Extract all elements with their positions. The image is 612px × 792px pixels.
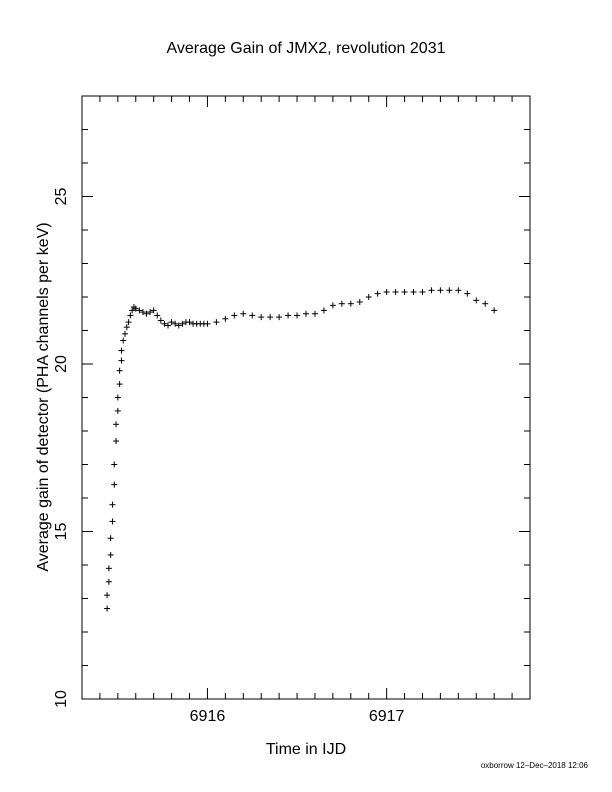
data-point (111, 461, 118, 468)
y-tick-label: 10 (53, 690, 70, 708)
x-axis-label: Time in IJD (266, 741, 346, 758)
data-point (455, 287, 462, 294)
data-point (222, 315, 229, 322)
data-point (127, 312, 134, 319)
data-point (114, 394, 121, 401)
data-point (365, 294, 372, 300)
data-point (213, 319, 220, 326)
data-point (258, 314, 265, 321)
data-point (143, 310, 150, 317)
data-point (320, 307, 327, 314)
data-point (111, 481, 118, 488)
data-point (147, 309, 154, 316)
data-point (491, 307, 498, 314)
data-point (116, 367, 123, 374)
data-point (172, 320, 179, 327)
data-point (122, 330, 129, 337)
data-point (104, 592, 111, 599)
plot-frame (81, 95, 531, 700)
data-point (401, 288, 408, 295)
axis-ticks (81, 95, 531, 700)
data-point (347, 300, 354, 307)
data-point (338, 300, 345, 307)
data-point (482, 300, 489, 307)
y-tick-label: 20 (53, 355, 70, 373)
data-point (113, 421, 120, 428)
data-point (179, 320, 186, 327)
data-point (294, 312, 301, 319)
data-point (125, 319, 132, 326)
data-point (113, 438, 120, 445)
data-point (303, 310, 309, 317)
data-point (276, 314, 283, 321)
y-axis-label: Average gain of detector (PHA channels p… (35, 222, 52, 571)
x-tick-label: 6916 (190, 708, 226, 725)
data-point (428, 287, 435, 294)
data-point (464, 290, 471, 297)
data-point (123, 324, 130, 331)
data-point (109, 501, 116, 508)
data-point (240, 310, 247, 317)
data-point (132, 305, 139, 312)
data-point (392, 288, 399, 295)
data-point (356, 299, 363, 306)
data-point (150, 307, 157, 314)
data-point (186, 319, 193, 326)
data-point (118, 347, 125, 354)
data-point (168, 319, 175, 326)
data-point (410, 288, 417, 295)
data-point (165, 322, 172, 329)
data-point (118, 357, 125, 364)
data-point (105, 565, 112, 572)
data-point (136, 307, 143, 314)
data-point (285, 312, 292, 319)
data-point (311, 310, 318, 317)
data-point (109, 518, 116, 525)
data-point (446, 287, 453, 294)
data-point (249, 312, 256, 319)
data-point (383, 288, 390, 295)
chart-title: Average Gain of JMX2, revolution 2031 (167, 40, 446, 57)
data-point (107, 551, 114, 558)
data-point (114, 407, 121, 414)
data-point (267, 314, 274, 321)
data-point (161, 320, 168, 327)
y-tick-label: 25 (53, 188, 70, 206)
data-point (204, 320, 211, 327)
data-point (107, 535, 114, 542)
data-point (329, 302, 336, 309)
data-point (104, 605, 111, 612)
y-tick-label: 15 (53, 523, 70, 541)
data-point (116, 381, 123, 388)
x-tick-label: 6917 (369, 708, 405, 725)
data-point (120, 337, 127, 344)
data-point (105, 578, 112, 585)
footer-credit: oxborrow 12–Dec–2018 12:06 (481, 761, 589, 770)
tick-labels: 10 15 20 25 6916 6917 (53, 188, 405, 726)
data-point (139, 309, 146, 316)
data-points (104, 287, 498, 612)
data-point (154, 312, 161, 319)
data-point (231, 312, 238, 319)
data-point (437, 287, 444, 294)
data-point (473, 297, 480, 304)
data-point (129, 307, 136, 314)
data-point (419, 288, 426, 295)
data-point (157, 317, 164, 324)
data-point (374, 290, 381, 297)
data-point (175, 322, 182, 329)
